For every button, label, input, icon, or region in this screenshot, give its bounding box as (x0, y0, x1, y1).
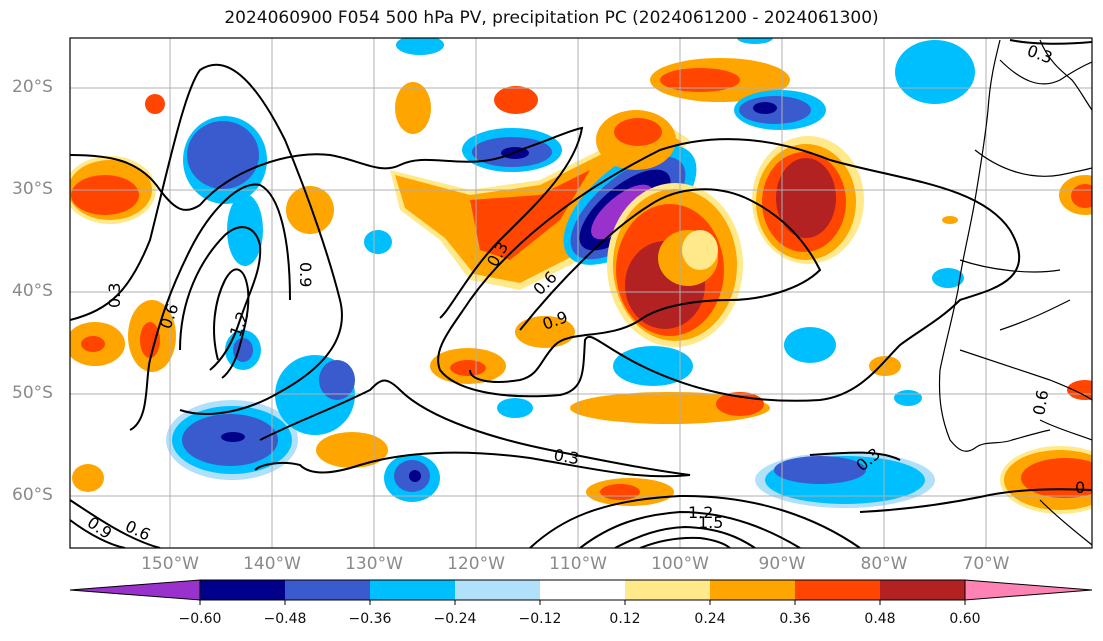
colorbar-tick-label: −0.36 (348, 611, 392, 627)
lon-label-80w: 80°W (860, 554, 908, 574)
lat-label-20s: 20°S (12, 77, 53, 97)
contour-label: 0.9 (296, 262, 315, 287)
lon-label-70w: 70°W (962, 554, 1010, 574)
coastline (938, 39, 1092, 546)
contour-label: 0.3 (552, 445, 580, 468)
colorbar-tick-label: −0.60 (178, 611, 222, 627)
colorbar-tick-label: −0.24 (433, 611, 477, 627)
contour-label: 0.9 (84, 513, 116, 543)
lat-label-50s: 50°S (12, 383, 53, 403)
lon-label-130w: 130°W (345, 554, 403, 574)
colorbar-tick-label: −0.48 (263, 611, 307, 627)
contour-label: 1.5 (698, 513, 723, 532)
lon-label-140w: 140°W (243, 554, 301, 574)
lon-label-90w: 90°W (758, 554, 806, 574)
pv-contours (70, 39, 1092, 548)
map-frame (69, 37, 1093, 549)
colorbar-tick-label: 0.24 (694, 611, 726, 627)
contour-label: 0.6 (1029, 388, 1052, 416)
lon-label-150w: 150°W (141, 554, 199, 574)
contour-label: 0.6 (122, 516, 153, 544)
lat-label-30s: 30°S (12, 179, 53, 199)
contour-label: 0.3 (105, 283, 124, 308)
lon-label-120w: 120°W (447, 554, 505, 574)
lat-label-40s: 40°S (12, 281, 53, 301)
colorbar-tick-label: −0.12 (518, 611, 562, 627)
colorbar (69, 579, 1093, 605)
colorbar-tick-label: 0.60 (949, 611, 981, 627)
colorbar-tick-label: 0.36 (779, 611, 811, 627)
colorbar-tick-label: 0.48 (864, 611, 896, 627)
lon-label-110w: 110°W (549, 554, 607, 574)
graticule (70, 38, 1092, 548)
contour-label: 0 (1075, 478, 1085, 497)
map-title: 2024060900 F054 500 hPa PV, precipitatio… (224, 8, 879, 28)
contour-label: 1.2 (688, 503, 713, 522)
lon-label-100w: 100°W (651, 554, 709, 574)
precipitation-shading (70, 38, 1092, 514)
colorbar-tick-label: 0.12 (609, 611, 641, 627)
contour-label: 0.3 (1025, 41, 1055, 68)
lat-label-60s: 60°S (12, 485, 53, 505)
